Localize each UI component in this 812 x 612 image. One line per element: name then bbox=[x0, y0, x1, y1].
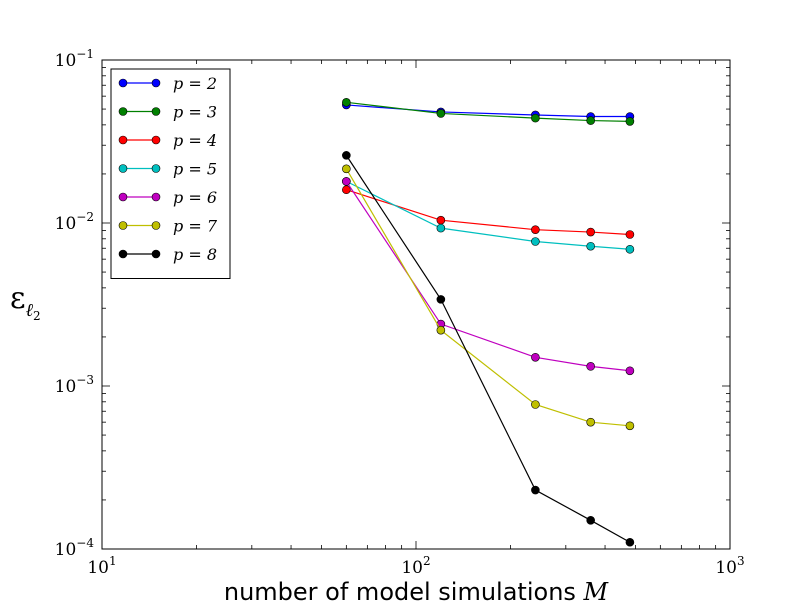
y-tick-base: 10 bbox=[55, 214, 77, 234]
series-p6-marker bbox=[531, 352, 540, 362]
series-p5-marker bbox=[625, 244, 635, 254]
legend-item-p7: p = 7 bbox=[118, 217, 218, 236]
x-tick-exponent: 3 bbox=[737, 554, 745, 568]
legend-item-p3-marker bbox=[151, 107, 161, 116]
series-p4-marker bbox=[625, 230, 635, 239]
x-tick-base: 10 bbox=[401, 558, 423, 578]
x-tick-label: 103 bbox=[715, 554, 744, 578]
series-p8 bbox=[342, 151, 635, 547]
series-p8-marker bbox=[436, 295, 446, 304]
legend-item-p8-marker bbox=[151, 249, 161, 259]
y-tick-label: 10−4 bbox=[55, 536, 95, 560]
legend-item-p3-label: p = 3 bbox=[173, 103, 217, 122]
legend-item-p4-marker bbox=[118, 135, 128, 145]
y-tick-label: 10−3 bbox=[55, 373, 94, 397]
legend-item-p7-marker bbox=[151, 221, 161, 230]
legend-item-p7-label: p = 7 bbox=[173, 217, 218, 236]
legend-item-p6: p = 6 bbox=[118, 188, 217, 207]
series-p7-marker bbox=[625, 421, 635, 431]
series-p8-marker bbox=[531, 485, 540, 495]
legend-item-p2: p = 2 bbox=[118, 74, 217, 93]
legend-item-p5-marker bbox=[151, 164, 161, 173]
series-p3-marker bbox=[531, 113, 540, 123]
series-p7-marker bbox=[531, 400, 540, 409]
legend-item-p6-marker bbox=[151, 192, 161, 202]
y-tick-base: 10 bbox=[55, 540, 77, 560]
legend-item-p8-label: p = 8 bbox=[173, 245, 217, 264]
legend-item-p5-label: p = 5 bbox=[173, 160, 217, 179]
x-tick-base: 10 bbox=[87, 558, 109, 578]
x-tick-exponent: 1 bbox=[109, 554, 117, 568]
series-p8-marker bbox=[586, 515, 595, 525]
legend-item-p8-marker bbox=[118, 249, 128, 259]
x-tick-base: 10 bbox=[715, 558, 737, 578]
series-p6-marker bbox=[586, 362, 595, 371]
y-tick-exponent: −3 bbox=[76, 373, 94, 387]
series-group bbox=[342, 98, 635, 547]
legend-item-p4-label: p = 4 bbox=[173, 131, 217, 150]
legend-item-p4: p = 4 bbox=[118, 131, 217, 150]
series-p5-marker bbox=[436, 223, 446, 233]
y-axis-subscript: ℓ bbox=[26, 300, 34, 321]
series-p4-marker bbox=[436, 215, 446, 225]
series-p3-marker bbox=[625, 117, 635, 126]
y-tick-exponent: −4 bbox=[76, 536, 94, 550]
series-p5-marker bbox=[586, 241, 595, 251]
y-tick-exponent: −1 bbox=[76, 47, 94, 61]
y-tick-base: 10 bbox=[55, 51, 77, 71]
y-axis-subsubscript: 2 bbox=[33, 309, 41, 323]
series-p7-marker bbox=[436, 325, 446, 335]
y-tick-label: 10−2 bbox=[55, 210, 94, 234]
legend-item-p8: p = 8 bbox=[118, 245, 217, 264]
x-tick-exponent: 2 bbox=[423, 554, 431, 568]
legend: p = 2 p = 3 p = 4 p = 5 p = 6 p = 7 p = 8 bbox=[110, 68, 231, 279]
series-p4-marker bbox=[531, 225, 540, 234]
series-p7 bbox=[342, 164, 635, 431]
series-p5-marker bbox=[531, 237, 540, 246]
y-axis-label: εℓ2 bbox=[10, 281, 41, 323]
series-p7-marker bbox=[342, 164, 351, 174]
legend-item-p2-marker bbox=[118, 78, 128, 88]
series-p7-marker bbox=[586, 417, 595, 427]
series-p3 bbox=[342, 98, 635, 126]
x-tick-label: 102 bbox=[401, 554, 430, 578]
y-tick-label: 10−1 bbox=[55, 47, 94, 71]
series-p3-marker bbox=[586, 116, 595, 125]
legend-item-p2-marker bbox=[151, 78, 161, 88]
y-axis-symbol: ε bbox=[10, 281, 26, 316]
legend-item-p5: p = 5 bbox=[118, 160, 217, 179]
series-p6-marker bbox=[342, 177, 351, 186]
legend-item-p6-label: p = 6 bbox=[173, 188, 217, 207]
legend-item-p3: p = 3 bbox=[118, 103, 217, 122]
legend-item-p6-marker bbox=[118, 192, 128, 202]
series-p3-marker bbox=[436, 109, 446, 118]
x-tick-label: 101 bbox=[87, 554, 116, 578]
legend-box bbox=[110, 68, 231, 279]
y-tick-exponent: −2 bbox=[76, 210, 94, 224]
series-p8-marker bbox=[342, 151, 351, 160]
x-axis-label-symbol: M bbox=[583, 578, 610, 606]
legend-item-p4-marker bbox=[151, 135, 161, 145]
legend-item-p2-label: p = 2 bbox=[173, 74, 217, 93]
x-axis-label: number of model simulations M bbox=[224, 578, 610, 606]
legend-item-p5-marker bbox=[118, 164, 128, 173]
legend-item-p3-marker bbox=[118, 107, 128, 116]
legend-item-p7-marker bbox=[118, 221, 128, 230]
tick-group bbox=[101, 59, 731, 550]
series-p6-marker bbox=[625, 366, 635, 376]
series-p8-marker bbox=[625, 537, 635, 547]
series-p4-marker bbox=[342, 185, 351, 195]
y-tick-base: 10 bbox=[55, 377, 77, 397]
series-p4-marker bbox=[586, 227, 595, 237]
x-axis-label-text: number of model simulations bbox=[224, 578, 584, 606]
series-p3-marker bbox=[342, 98, 351, 107]
